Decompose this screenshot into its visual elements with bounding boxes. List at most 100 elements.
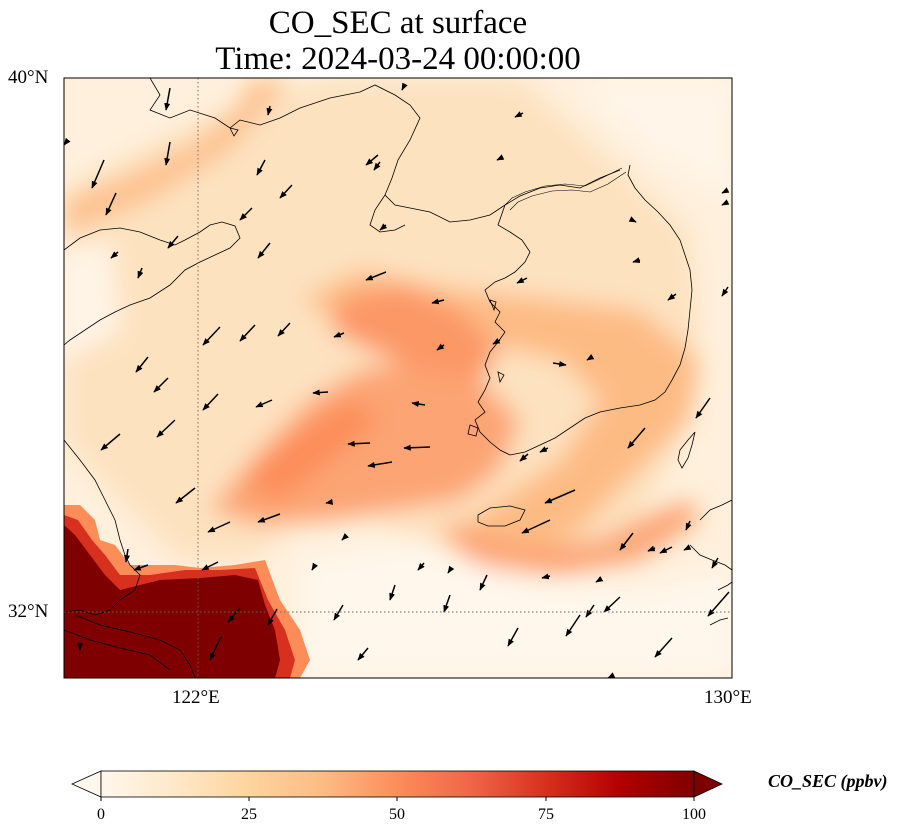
wind-arrow xyxy=(207,521,231,533)
colorbar-tick-label: 75 xyxy=(538,806,554,823)
wind-arrow xyxy=(647,545,656,552)
wind-arrow xyxy=(431,298,445,305)
colorbar xyxy=(71,770,723,801)
wind-arrow xyxy=(365,154,379,166)
wind-arrow xyxy=(325,498,334,505)
colorbar-extend-min xyxy=(71,770,102,798)
wind-arrow xyxy=(311,562,319,571)
wind-arrow xyxy=(333,331,345,338)
wind-arrow xyxy=(267,608,278,626)
wind-arrow xyxy=(595,575,604,583)
wind-arrow xyxy=(479,574,488,591)
wind-arrow xyxy=(257,513,281,523)
wind-arrow xyxy=(202,393,219,411)
wind-arrow xyxy=(239,207,253,221)
wind-arrow xyxy=(110,251,119,259)
map-title-line2: Time: 2024-03-24 00:00:00 xyxy=(215,41,581,77)
wind-arrow xyxy=(64,137,71,146)
wind-arrow xyxy=(365,271,387,281)
wind-arrow xyxy=(516,277,528,284)
wind-arrow xyxy=(627,427,646,449)
wind-arrow xyxy=(124,548,130,563)
wind-arrow xyxy=(357,647,369,661)
wind-arrow xyxy=(721,187,730,194)
wind-arrow xyxy=(496,154,505,161)
gridlines xyxy=(64,78,732,678)
wind-arrow xyxy=(565,614,581,637)
wind-arrow xyxy=(659,546,673,554)
wind-arrow xyxy=(632,257,641,264)
wind-arrow xyxy=(541,573,551,580)
wind-arrow xyxy=(277,322,291,337)
map-frame xyxy=(63,77,733,679)
wind-arrow xyxy=(654,637,673,658)
map-title-line1: CO_SEC at surface xyxy=(268,5,528,41)
wind-arrow xyxy=(552,361,567,367)
wind-arrow xyxy=(544,489,576,504)
wind-arrow xyxy=(156,419,176,438)
wind-arrow xyxy=(201,561,219,571)
colorbar-tick-label: 0 xyxy=(97,806,105,823)
wind-arrow xyxy=(492,338,501,345)
colorbar-tick-label: 50 xyxy=(389,806,405,823)
wind-arrow xyxy=(721,286,729,297)
wind-arrow xyxy=(603,596,621,613)
coastlines xyxy=(64,78,732,678)
wind-arrow xyxy=(443,594,451,613)
wind-arrow xyxy=(312,389,329,396)
colorbar-extend-max xyxy=(693,770,723,798)
wind-arrow xyxy=(153,377,169,393)
wind-arrow xyxy=(135,356,149,373)
wind-arrow xyxy=(105,192,117,216)
colorbar-tick-label: 100 xyxy=(682,806,706,823)
wind-arrow xyxy=(373,161,381,171)
colorbar-gradient xyxy=(101,771,694,797)
wind-vectors xyxy=(64,82,730,678)
wind-arrow xyxy=(137,267,144,279)
wind-arrow xyxy=(227,607,241,623)
wind-arrow xyxy=(514,111,524,118)
wind-arrow xyxy=(255,399,273,408)
wind-arrow xyxy=(175,487,196,504)
wind-arrow xyxy=(683,544,692,551)
wind-arrow xyxy=(667,293,677,301)
wind-arrow xyxy=(447,565,455,574)
wind-arrow xyxy=(521,519,551,534)
wind-arrow xyxy=(257,242,271,259)
wind-arrow xyxy=(341,533,349,541)
wind-arrow xyxy=(685,520,692,531)
wind-arrow xyxy=(695,397,711,419)
wind-arrow xyxy=(347,440,371,447)
wind-arrow xyxy=(133,564,149,571)
wind-arrow xyxy=(167,235,179,249)
wind-arrow xyxy=(417,562,425,571)
wind-arrow xyxy=(379,223,388,231)
wind-arrow xyxy=(586,353,595,361)
wind-arrow xyxy=(411,401,426,407)
wind-arrow xyxy=(266,105,273,116)
wind-arrow xyxy=(519,453,529,462)
wind-arrow xyxy=(389,584,396,601)
wind-arrow xyxy=(100,433,121,451)
wind-arrow xyxy=(239,324,256,342)
wind-arrow xyxy=(721,199,730,206)
wind-arrow xyxy=(164,141,171,166)
wind-arrow xyxy=(403,444,431,451)
wind-arrow xyxy=(585,604,595,618)
wind-arrow xyxy=(279,184,293,199)
wind-arrow xyxy=(619,532,634,551)
colorbar-tick-label: 25 xyxy=(241,806,257,823)
wind-arrow xyxy=(333,604,344,621)
wind-arrow xyxy=(91,159,105,189)
wind-arrow xyxy=(628,216,637,223)
lat-tick-32n: 32°N xyxy=(8,601,49,622)
wind-arrow xyxy=(202,326,221,346)
wind-arrow xyxy=(707,591,730,617)
wind-arrow xyxy=(256,159,266,176)
wind-arrow xyxy=(209,636,222,661)
wind-arrow xyxy=(367,461,393,468)
wind-arrow xyxy=(711,557,719,569)
lon-tick-130e: 130°E xyxy=(704,687,752,708)
co-sec-field xyxy=(64,78,732,678)
